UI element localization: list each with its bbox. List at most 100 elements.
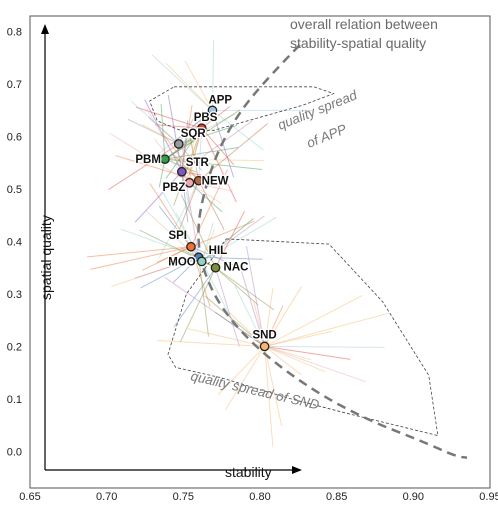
x-tick-label: 0.80 <box>249 491 270 503</box>
x-tick-label: 0.95 <box>479 491 498 503</box>
spread-line <box>252 300 266 347</box>
spread-line <box>188 109 204 183</box>
trend-curve <box>197 43 468 459</box>
point-pbs <box>196 123 207 134</box>
spread-line <box>240 269 266 347</box>
trend-annotation-line-1: overall relation between <box>290 16 438 32</box>
spread-line <box>234 285 266 347</box>
spread-line <box>178 113 235 145</box>
spread-line <box>264 346 283 426</box>
spread-line <box>127 118 179 145</box>
spread-line <box>212 110 264 151</box>
spread-line <box>264 345 351 360</box>
spread-line <box>190 169 229 247</box>
spread-line <box>171 110 213 145</box>
spread-line <box>87 246 192 258</box>
spread-line <box>215 267 275 311</box>
spread-line <box>109 132 190 184</box>
snd-spread-region <box>167 238 439 437</box>
spread-line <box>178 124 238 145</box>
spread-line <box>173 128 203 206</box>
spread-line <box>201 218 254 262</box>
spread-line <box>145 210 203 262</box>
spread-line <box>148 116 180 145</box>
point-label-str: STR <box>186 157 210 169</box>
spread-line <box>245 245 266 347</box>
spread-line <box>165 127 203 179</box>
point-label-new: NEW <box>202 176 229 188</box>
point-label-moo: MOO <box>168 256 196 268</box>
spread-line <box>142 246 192 271</box>
plot-frame <box>29 15 491 489</box>
spread-line <box>264 345 385 348</box>
spread-line <box>108 143 180 191</box>
spread-line <box>155 124 202 129</box>
spread-line <box>264 345 366 383</box>
spread-line <box>264 305 284 347</box>
point-label-pbz: PBZ <box>162 182 185 194</box>
spread-line <box>164 147 239 160</box>
y-tick-label: 0.1 <box>7 394 22 406</box>
spread-line <box>164 137 200 160</box>
point-pbm <box>160 154 170 165</box>
spread-line <box>156 246 192 263</box>
trend-annotation-line-2: stability-spatial quality <box>290 35 426 51</box>
spread-line <box>264 330 333 347</box>
spread-line <box>264 295 363 347</box>
spread-line <box>161 190 203 262</box>
spread-line <box>176 180 200 237</box>
spread-line <box>188 128 203 176</box>
spread-line <box>201 106 231 129</box>
spread-line <box>178 114 197 145</box>
x-tick-labels: 0.65 0.70 0.75 0.80 0.85 0.90 0.95 <box>19 491 498 503</box>
spread-line <box>140 256 199 289</box>
point-label-sqr: SQR <box>181 128 207 140</box>
x-tick-label: 0.70 <box>96 491 117 503</box>
spread-line <box>181 171 224 180</box>
point-snd <box>259 341 270 352</box>
spread-line <box>201 128 237 203</box>
spread-line <box>164 158 197 173</box>
spread-line <box>215 210 245 268</box>
spread-line <box>181 171 189 223</box>
data-points: APP PBS SQR PBM STR NEW PBZ SPI HIL MOO NAC SND <box>134 93 278 352</box>
spread-line <box>198 256 263 260</box>
spread-line <box>164 109 241 160</box>
spread-regions <box>149 86 439 437</box>
spread-line <box>198 132 202 181</box>
spread-line <box>198 257 210 337</box>
spread-line <box>264 286 302 347</box>
y-axis-label: spatial quality <box>38 215 54 300</box>
spread-line <box>149 183 192 248</box>
y-tick-labels: 0.0 0.1 0.2 0.3 0.4 0.5 0.6 0.7 0.8 <box>7 27 22 459</box>
spread-line <box>264 345 311 361</box>
spread-line <box>179 267 216 343</box>
spread-line <box>264 346 274 448</box>
point-sqr <box>173 139 184 149</box>
spread-line <box>164 130 204 160</box>
spread-line <box>134 171 183 223</box>
app-spread-region <box>149 86 335 131</box>
spread-line <box>141 123 179 145</box>
x-axis-label: stability <box>225 464 272 480</box>
spread-line <box>204 295 265 347</box>
spread-line <box>201 222 214 262</box>
point-label-spi: SPI <box>168 230 187 242</box>
spread-line <box>134 256 199 279</box>
spread-line <box>190 220 255 248</box>
spread-line <box>160 103 166 160</box>
point-str <box>176 166 187 177</box>
spread-line <box>115 155 199 182</box>
spread-line <box>264 345 326 373</box>
spread-line <box>178 143 203 171</box>
y-tick-label: 0.8 <box>7 27 22 39</box>
y-tick-label: 0.6 <box>7 132 22 144</box>
point-new <box>193 175 204 186</box>
x-tick-label: 0.90 <box>403 491 424 503</box>
spread-line <box>160 131 200 181</box>
x-tick-label: 0.85 <box>326 491 347 503</box>
spread-line <box>120 228 199 258</box>
spread-line <box>214 311 265 347</box>
spread-line <box>190 246 239 268</box>
